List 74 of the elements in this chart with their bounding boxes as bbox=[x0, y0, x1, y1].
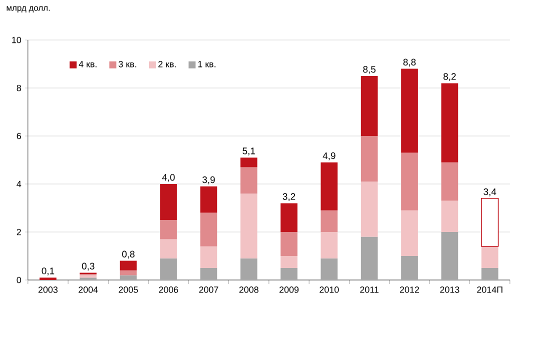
x-tick-label: 2005 bbox=[118, 286, 138, 293]
bar bbox=[240, 258, 258, 280]
x-tick-label: 2010 bbox=[320, 286, 339, 293]
bar bbox=[360, 236, 378, 280]
bar bbox=[80, 275, 97, 278]
legend-label: 4 кв. bbox=[78, 61, 96, 68]
legend-label: 2 кв. bbox=[158, 60, 176, 68]
total-label: 0,3 bbox=[82, 262, 94, 271]
bar bbox=[120, 260, 137, 270]
y-axis-title: млрд долл. bbox=[6, 6, 50, 13]
total-label: 4,9 bbox=[322, 152, 336, 160]
bar bbox=[240, 158, 258, 168]
bar bbox=[280, 203, 298, 232]
bar bbox=[401, 256, 418, 280]
bar bbox=[240, 194, 258, 258]
bar bbox=[360, 182, 378, 237]
bar bbox=[481, 268, 498, 280]
bar bbox=[441, 232, 458, 280]
legend-label: 1 кв. bbox=[198, 61, 216, 68]
bar bbox=[320, 232, 338, 258]
bar bbox=[160, 239, 177, 258]
total-label: 3,2 bbox=[282, 193, 296, 202]
bar bbox=[160, 258, 177, 280]
x-tick-label: 2009 bbox=[279, 286, 299, 293]
bar bbox=[441, 200, 458, 232]
total-label: 4,0 bbox=[162, 174, 175, 182]
bar bbox=[481, 246, 498, 268]
x-tick-label: 2004 bbox=[78, 286, 98, 293]
x-tick-label: 2006 bbox=[158, 286, 178, 293]
total-label: 8,2 bbox=[444, 73, 456, 82]
bar bbox=[200, 268, 218, 280]
bar bbox=[200, 212, 218, 246]
x-tick-label: 2014П bbox=[477, 286, 502, 293]
y-tick-label: 4 bbox=[16, 180, 22, 188]
bar bbox=[200, 186, 218, 213]
bar bbox=[280, 256, 298, 268]
total-label: 8,8 bbox=[403, 58, 416, 67]
bar bbox=[320, 258, 338, 280]
total-label: 3,4 bbox=[484, 188, 496, 196]
total-label: 3,9 bbox=[202, 176, 215, 184]
bar bbox=[401, 68, 418, 153]
x-tick-label: 2008 bbox=[239, 286, 258, 293]
bar bbox=[280, 268, 298, 280]
bar bbox=[120, 270, 137, 276]
x-tick-label: 2013 bbox=[440, 286, 460, 293]
bar bbox=[160, 220, 177, 240]
x-tick-label: 2011 bbox=[360, 286, 379, 293]
bar bbox=[481, 198, 499, 247]
y-tick-label: 0 bbox=[16, 276, 22, 284]
total-label: 8,5 bbox=[363, 66, 376, 74]
total-label: 0,8 bbox=[122, 250, 135, 259]
bar bbox=[360, 136, 378, 182]
x-tick-label: 2012 bbox=[400, 286, 420, 293]
bar bbox=[320, 162, 338, 210]
y-tick-label: 10 bbox=[12, 36, 22, 44]
y-tick-label: 2 bbox=[16, 228, 21, 236]
bar bbox=[120, 275, 137, 280]
bar bbox=[441, 83, 458, 162]
y-tick-label: 8 bbox=[16, 84, 22, 92]
bar bbox=[401, 210, 418, 256]
bar bbox=[441, 162, 458, 201]
bar bbox=[240, 167, 258, 194]
y-tick-label: 6 bbox=[16, 132, 22, 140]
total-label: 0,1 bbox=[42, 268, 54, 276]
x-tick-label: 2003 bbox=[38, 286, 58, 293]
bar bbox=[360, 76, 378, 136]
x-tick-label: 2007 bbox=[199, 286, 218, 293]
bar bbox=[320, 210, 338, 232]
bar bbox=[160, 184, 177, 220]
bar bbox=[280, 232, 298, 256]
bar bbox=[401, 152, 418, 210]
total-label: 5,1 bbox=[242, 148, 255, 156]
legend-label: 3 кв. bbox=[118, 60, 136, 68]
bar bbox=[200, 246, 218, 268]
